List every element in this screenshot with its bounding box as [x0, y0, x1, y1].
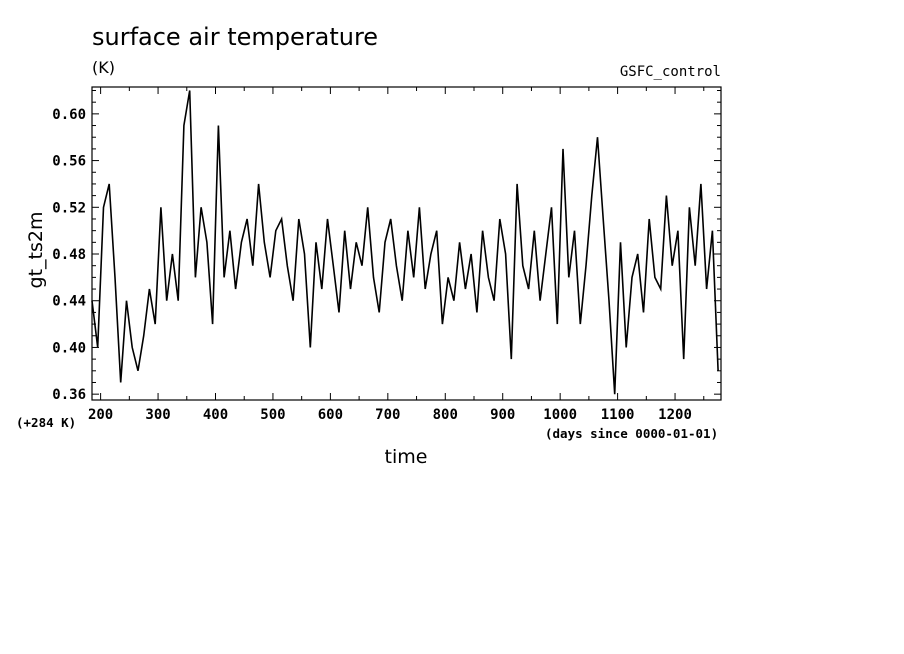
x-tick-label: 1000	[543, 407, 577, 423]
x-tick-label: 900	[490, 407, 515, 423]
chart-title: surface air temperature	[92, 23, 378, 51]
units-label: (K)	[92, 58, 115, 77]
y-tick-label: 0.48	[52, 247, 86, 263]
y-tick-label: 0.44	[52, 294, 86, 310]
plot-frame	[91, 86, 722, 401]
dataset-label: GSFC_control	[620, 64, 721, 80]
x-tick-label: 600	[318, 407, 343, 423]
x-tick-label: 200	[88, 407, 113, 423]
x-tick-label: 800	[433, 407, 458, 423]
y-offset-label: (+284 K)	[16, 415, 76, 430]
x-tick-label: 1100	[601, 407, 635, 423]
y-axis-ticks: 0.36 0.40 0.44 0.48 0.52 0.56 0.60	[52, 90, 721, 403]
x-tick-label: 500	[260, 407, 285, 423]
y-tick-label: 0.36	[52, 387, 86, 403]
x-tick-label: 400	[203, 407, 228, 423]
y-axis-label: gt_ts2m	[25, 212, 47, 289]
x-units-label: (days since 0000-01-01)	[545, 426, 718, 441]
y-tick-label: 0.40	[52, 340, 86, 356]
series-line	[91, 90, 719, 395]
x-axis-ticks: 200 300 400 500 600 700 800 900 1000 1100 1200	[88, 87, 705, 423]
y-tick-label: 0.56	[52, 154, 86, 170]
x-tick-label: 700	[375, 407, 400, 423]
x-tick-label: 1200	[658, 407, 692, 423]
x-tick-label: 300	[145, 407, 170, 423]
x-axis-label: time	[385, 446, 428, 468]
y-tick-label: 0.52	[52, 200, 86, 216]
y-tick-label: 0.60	[52, 107, 86, 123]
